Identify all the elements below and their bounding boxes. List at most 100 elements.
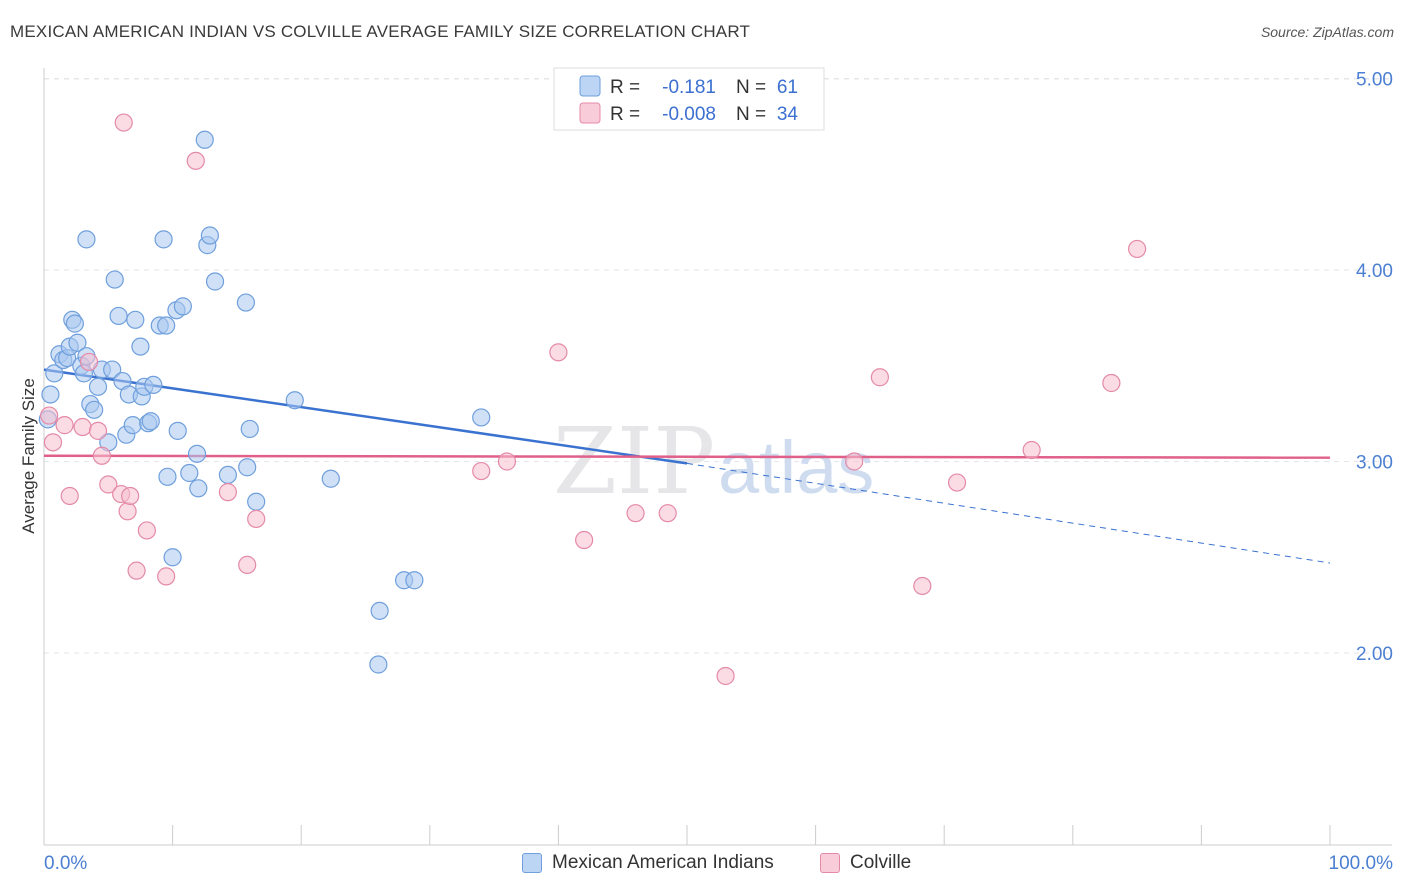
data-point (187, 444, 207, 463)
data-point (247, 492, 266, 511)
data-point (157, 316, 176, 335)
data-point (247, 509, 266, 529)
data-point (321, 469, 340, 488)
data-point (114, 113, 133, 132)
data-point (41, 385, 60, 404)
data-point (405, 571, 424, 590)
data-point (240, 419, 259, 439)
x-tick-label: 0.0% (44, 853, 87, 874)
data-point (186, 151, 205, 170)
data-point (189, 479, 208, 498)
data-point (126, 310, 145, 329)
data-point (73, 417, 92, 437)
data-point (238, 555, 257, 575)
bottom-legend: Mexican American Indians Colville (0, 852, 1406, 878)
y-tick-label: 5.00 (1356, 70, 1393, 91)
data-point (55, 416, 74, 435)
data-point (575, 530, 594, 550)
data-point (88, 377, 108, 396)
data-point (195, 130, 214, 149)
data-point (77, 230, 96, 249)
data-point (238, 458, 257, 477)
data-point (716, 666, 735, 686)
data-point (121, 486, 140, 506)
data-point (1022, 440, 1041, 460)
legend-n-label: N = (736, 104, 766, 125)
chart-title: MEXICAN AMERICAN INDIAN VS COLVILLE AVER… (10, 22, 751, 41)
data-point (60, 486, 79, 506)
legend-label: Mexican American Indians (552, 852, 774, 873)
watermark-zip: ZIP (553, 408, 715, 515)
legend-r-label: R = (610, 104, 640, 125)
data-points (38, 113, 1147, 686)
legend-r-label: R = (610, 77, 640, 98)
data-point (369, 655, 388, 674)
data-point (109, 306, 128, 326)
trend-line-pink (43, 454, 1331, 459)
data-point (43, 433, 63, 452)
data-point (913, 576, 932, 596)
data-point (218, 483, 237, 502)
data-point (870, 368, 890, 387)
legend-label: Colville (850, 852, 912, 873)
data-point (99, 475, 118, 494)
data-point (123, 416, 142, 435)
y-tick-label: 2.00 (1356, 644, 1393, 665)
legend-n-value: 61 (777, 77, 798, 98)
trend-line-blue-extension (686, 462, 1331, 564)
data-point (144, 375, 163, 394)
data-point (947, 473, 967, 492)
data-point (497, 452, 517, 471)
data-point (626, 504, 645, 523)
data-point (285, 391, 304, 410)
y-tick-labels: 2.00 3.00 4.00 5.00 (1356, 70, 1393, 666)
legend-n-label: N = (736, 77, 766, 98)
data-point (118, 502, 137, 521)
series-colville (40, 113, 1147, 686)
data-point (236, 293, 256, 312)
data-point (131, 337, 150, 356)
data-point (92, 446, 111, 465)
legend-r-value: -0.181 (662, 77, 716, 98)
data-point (137, 521, 156, 540)
source-label: Source: ZipAtlas.com (1260, 24, 1394, 40)
legend-swatch-blue (522, 853, 542, 873)
data-point (180, 463, 199, 483)
data-point (105, 270, 124, 289)
legend-item-colville: Colville (820, 852, 911, 874)
y-axis-title: Average Family Size (19, 378, 38, 534)
legend-swatch-pink (820, 853, 840, 873)
data-point (370, 601, 389, 620)
data-point (168, 421, 187, 440)
y-tick-label: 4.00 (1356, 261, 1393, 282)
legend-swatch-pink (579, 102, 601, 124)
data-point (141, 412, 160, 431)
data-point (1127, 239, 1147, 259)
data-point (40, 406, 59, 425)
data-point (158, 467, 177, 486)
data-point (218, 465, 237, 485)
data-point (68, 333, 87, 352)
data-point (103, 360, 122, 379)
legend-n-value: 34 (777, 104, 799, 125)
legend-box: R = -0.181 N = 61 R = -0.008 N = 34 (553, 67, 825, 131)
watermark: ZIP atlas (553, 408, 874, 515)
data-point (658, 504, 677, 523)
data-point (549, 343, 568, 362)
series-mexican-american-indians (38, 130, 491, 674)
data-point (154, 230, 173, 249)
legend-item-mexican-american-indians: Mexican American Indians (522, 852, 774, 874)
x-tick-labels: 0.0% 100.0% (44, 853, 1393, 874)
data-point (173, 297, 192, 316)
data-point (79, 352, 99, 372)
data-point (472, 461, 491, 481)
data-point (163, 548, 182, 567)
data-point (200, 226, 219, 245)
legend-r-value: -0.008 (662, 104, 716, 125)
data-point (45, 364, 64, 383)
y-tick-label: 3.00 (1356, 453, 1393, 474)
legend-swatch-blue (579, 75, 601, 97)
data-point (845, 452, 864, 471)
data-point (205, 272, 225, 291)
